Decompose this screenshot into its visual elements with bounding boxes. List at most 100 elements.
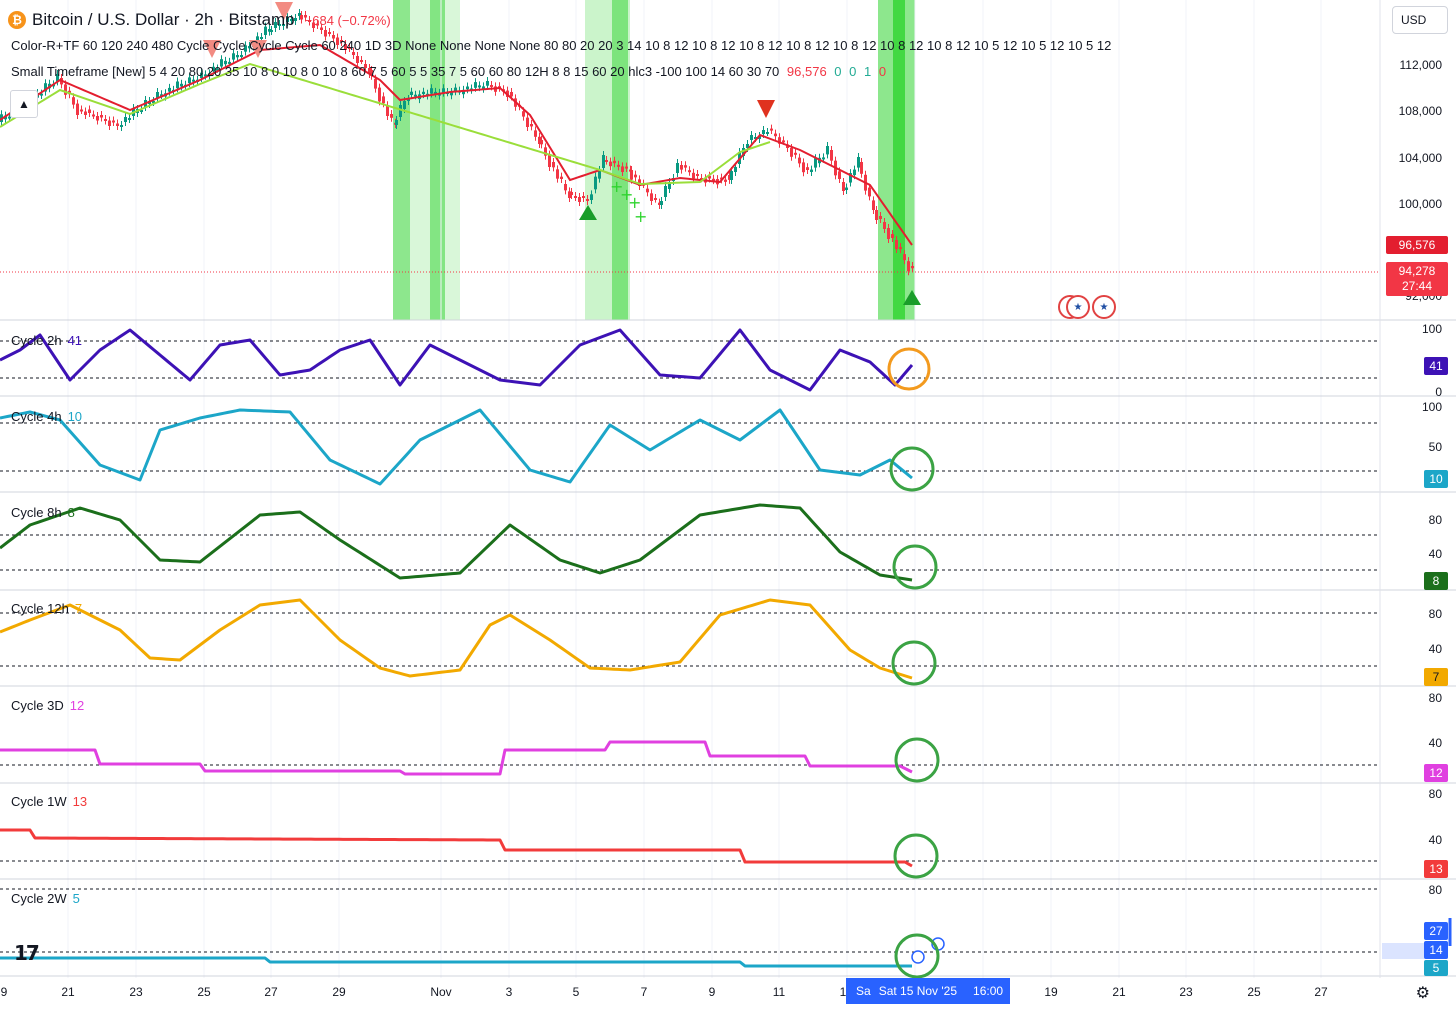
candle-body bbox=[407, 99, 410, 101]
ema-line bbox=[0, 43, 913, 246]
candle-body bbox=[724, 179, 727, 182]
time-axis-label: 9 bbox=[708, 985, 716, 999]
candle-body bbox=[510, 92, 513, 97]
candle-body bbox=[872, 200, 875, 210]
candle-body bbox=[348, 47, 351, 49]
pane-title-cycle-12h[interactable]: Cycle 12h 7 bbox=[11, 601, 83, 616]
pane-axis-label: 80 bbox=[1428, 691, 1442, 705]
candle-body bbox=[887, 228, 890, 239]
candle-body bbox=[696, 174, 699, 176]
candle-body bbox=[582, 196, 585, 198]
symbol-title[interactable]: Bitcoin / U.S. Dollar · 2h · Bitstamp bbox=[32, 10, 295, 29]
candle-body bbox=[638, 179, 641, 186]
pane-title-cycle-2h[interactable]: Cycle 2h 41 bbox=[11, 333, 83, 348]
candle-body bbox=[478, 85, 481, 88]
price-candles bbox=[0, 9, 914, 276]
candle-body bbox=[340, 40, 343, 42]
candle-body bbox=[728, 175, 731, 180]
candle-body bbox=[522, 111, 525, 117]
pane-title-cycle-3d[interactable]: Cycle 3D 12 bbox=[11, 698, 85, 713]
cycle-line-3 bbox=[0, 598, 913, 680]
candle-body bbox=[544, 147, 547, 156]
candle-body bbox=[160, 94, 163, 97]
candle-body bbox=[712, 178, 715, 181]
candle-body bbox=[770, 128, 773, 131]
pane-axis-label: 80 bbox=[1428, 787, 1442, 801]
date-cursor-time: 16:00 bbox=[973, 984, 1004, 998]
highlight-band bbox=[393, 0, 410, 320]
candle-body bbox=[104, 119, 107, 121]
candle-body bbox=[609, 161, 612, 167]
candle-body bbox=[526, 117, 529, 127]
indicator-flag-2: 1 bbox=[864, 64, 872, 79]
candle-body bbox=[382, 96, 385, 104]
candle-body bbox=[200, 72, 203, 78]
candle-body bbox=[224, 60, 227, 65]
candle-body bbox=[140, 110, 143, 112]
candle-body bbox=[399, 105, 402, 117]
time-axis-label: 21 bbox=[61, 985, 75, 999]
pane-axis-label: 100 bbox=[1421, 400, 1442, 414]
last-price-value: 94,278 bbox=[1398, 264, 1436, 278]
candle-body bbox=[907, 261, 910, 272]
chevron-up-icon[interactable]: ▲ bbox=[10, 90, 38, 118]
candle-body bbox=[654, 198, 657, 200]
time-axis-label: 27 bbox=[1314, 985, 1328, 999]
candle-body bbox=[534, 130, 537, 137]
settings-gear-icon[interactable]: ⚙ bbox=[1415, 985, 1430, 1002]
candle-body bbox=[578, 197, 581, 202]
candle-body bbox=[660, 201, 663, 205]
candle-body bbox=[590, 194, 593, 200]
candle-body bbox=[482, 86, 485, 89]
highlight-circles bbox=[887, 347, 940, 979]
candle-body bbox=[734, 167, 737, 172]
signal-markers: ++++ bbox=[203, 2, 921, 305]
indicator-legend-color-rtf[interactable]: Color-R+TF 60 120 240 480 Cycle Cycle Cy… bbox=[11, 38, 1111, 53]
candle-body bbox=[316, 23, 319, 26]
candle-body bbox=[891, 234, 894, 238]
indicator-legend-small-timeframe[interactable]: Small Timeframe [New] 5 4 20 80 20 35 10… bbox=[11, 64, 886, 79]
us-flag-icon[interactable]: ★ bbox=[1066, 295, 1090, 319]
price-axis-label: 100,000 bbox=[1398, 197, 1442, 211]
candle-body bbox=[356, 56, 359, 63]
candle-body bbox=[613, 160, 616, 164]
candle-body bbox=[860, 162, 863, 174]
pane-title-cycle-4h[interactable]: Cycle 4h 10 bbox=[11, 409, 83, 424]
candle-body bbox=[830, 150, 833, 161]
cycle-line-2 bbox=[0, 503, 913, 582]
candle-body bbox=[8, 116, 11, 119]
candle-body bbox=[124, 117, 127, 122]
candle-body bbox=[903, 254, 906, 261]
pane-title-cycle-8h[interactable]: Cycle 8h 8 bbox=[11, 505, 75, 520]
plus-marker: + bbox=[634, 207, 647, 226]
candle-body bbox=[434, 91, 437, 94]
time-axis-label: 7 bbox=[640, 985, 648, 999]
candle-body bbox=[790, 148, 793, 157]
pane-title-cycle-1w[interactable]: Cycle 1W 13 bbox=[11, 794, 88, 809]
pane-axis-label: 40 bbox=[1428, 833, 1442, 847]
candle-body bbox=[746, 144, 749, 148]
candle-body bbox=[156, 92, 159, 98]
value-box-cycle-3d: 12 bbox=[1424, 764, 1448, 782]
pane-axis-label: 80 bbox=[1428, 513, 1442, 527]
candle-body bbox=[758, 136, 761, 139]
candle-body bbox=[474, 82, 477, 88]
symbol-header[interactable]: ₿ Bitcoin / U.S. Dollar · 2h · Bitstamp … bbox=[8, 8, 391, 32]
bar-countdown: 27:44 bbox=[1401, 279, 1433, 293]
candle-body bbox=[778, 137, 781, 144]
candle-body bbox=[294, 18, 297, 21]
currency-button[interactable]: USD bbox=[1392, 6, 1448, 34]
candle-body bbox=[360, 60, 363, 62]
tradingview-logo-icon[interactable]: 17 bbox=[14, 941, 40, 965]
plus-marker: + bbox=[610, 177, 623, 196]
candle-body bbox=[264, 26, 267, 35]
plus-marker: + bbox=[628, 193, 641, 212]
candle-body bbox=[911, 266, 914, 269]
pane-title-cycle-2w[interactable]: Cycle 2W 5 bbox=[11, 891, 80, 906]
candle-body bbox=[274, 22, 277, 28]
us-flag-icon[interactable]: ★ bbox=[1092, 295, 1116, 319]
candle-body bbox=[450, 92, 453, 96]
candle-body bbox=[282, 24, 285, 26]
value-box-blue-mid: 14 bbox=[1424, 941, 1448, 959]
